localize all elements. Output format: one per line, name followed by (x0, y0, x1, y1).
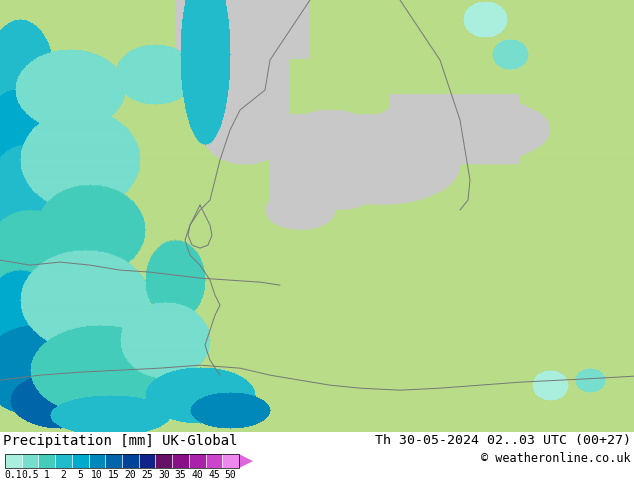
Text: 40: 40 (191, 470, 203, 480)
Text: Th 30-05-2024 02..03 UTC (00+27): Th 30-05-2024 02..03 UTC (00+27) (375, 434, 631, 447)
Text: 1: 1 (44, 470, 49, 480)
Bar (139, 454, 155, 468)
Text: 20: 20 (124, 470, 136, 480)
Bar (172, 454, 189, 468)
Text: 30: 30 (158, 470, 170, 480)
Text: 0.5: 0.5 (22, 470, 39, 480)
Text: 50: 50 (225, 470, 236, 480)
Text: 15: 15 (108, 470, 120, 480)
Text: 45: 45 (208, 470, 220, 480)
Bar (72, 454, 89, 468)
Bar (89, 454, 105, 468)
Bar (122, 454, 139, 468)
Bar (155, 454, 172, 468)
Bar (39, 454, 55, 468)
Text: Precipitation [mm] UK-Global: Precipitation [mm] UK-Global (3, 434, 238, 448)
Text: 0.1: 0.1 (4, 470, 22, 480)
Text: 5: 5 (77, 470, 83, 480)
Bar (105, 454, 122, 468)
Bar (22, 454, 39, 468)
Bar (189, 454, 205, 468)
Bar (205, 454, 223, 468)
Bar (55, 454, 72, 468)
Text: 35: 35 (174, 470, 186, 480)
Polygon shape (239, 454, 253, 468)
Text: 2: 2 (61, 470, 67, 480)
Bar (223, 454, 239, 468)
Bar (5, 454, 239, 468)
Text: 25: 25 (141, 470, 153, 480)
Text: 10: 10 (91, 470, 103, 480)
Bar (5, 454, 22, 468)
Text: © weatheronline.co.uk: © weatheronline.co.uk (481, 452, 631, 465)
